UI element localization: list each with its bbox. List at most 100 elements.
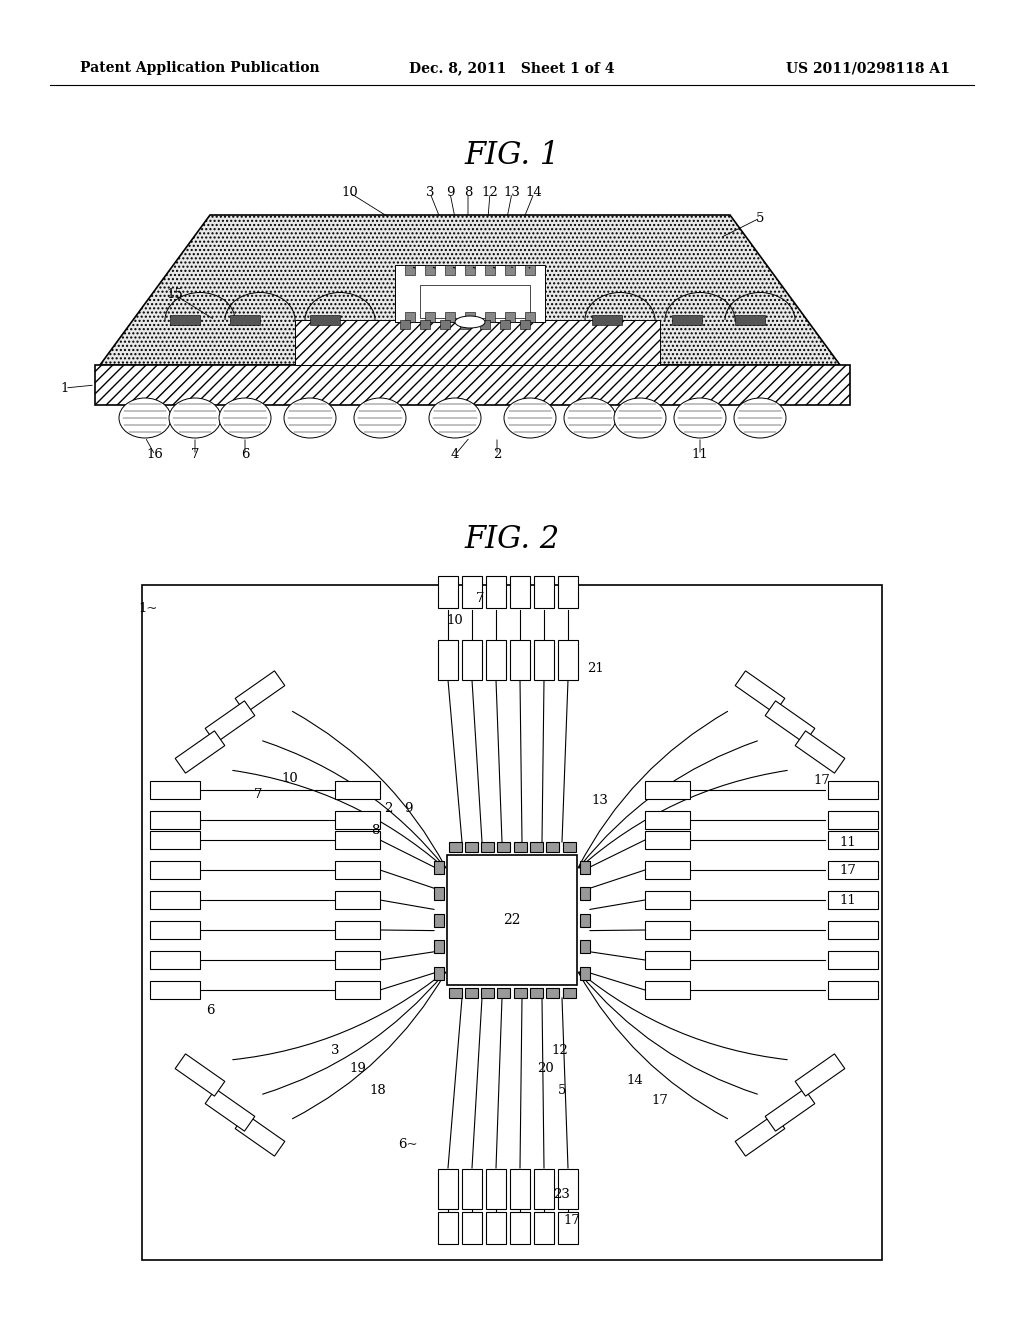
Ellipse shape — [169, 399, 221, 438]
Polygon shape — [735, 315, 765, 325]
Text: 7: 7 — [190, 449, 200, 462]
Text: 10: 10 — [282, 771, 298, 784]
Polygon shape — [438, 576, 458, 609]
Text: 6~: 6~ — [398, 1138, 418, 1151]
Polygon shape — [644, 781, 689, 799]
Text: 8: 8 — [464, 186, 472, 199]
Polygon shape — [465, 842, 478, 851]
Polygon shape — [100, 215, 840, 366]
Text: US 2011/0298118 A1: US 2011/0298118 A1 — [786, 61, 950, 75]
Polygon shape — [485, 312, 495, 322]
Polygon shape — [525, 312, 535, 322]
Ellipse shape — [455, 315, 485, 327]
Polygon shape — [335, 781, 380, 799]
Text: 19: 19 — [349, 1061, 367, 1074]
Polygon shape — [295, 319, 660, 366]
Polygon shape — [796, 731, 845, 774]
Polygon shape — [425, 265, 435, 275]
Polygon shape — [481, 987, 494, 998]
Polygon shape — [395, 265, 545, 322]
Ellipse shape — [564, 399, 616, 438]
Polygon shape — [530, 842, 543, 851]
Polygon shape — [434, 940, 444, 953]
Polygon shape — [510, 640, 530, 680]
Ellipse shape — [614, 399, 666, 438]
Polygon shape — [735, 1114, 784, 1156]
Polygon shape — [765, 1089, 815, 1131]
Polygon shape — [828, 950, 878, 969]
Polygon shape — [438, 1170, 458, 1209]
Polygon shape — [580, 913, 590, 927]
Polygon shape — [828, 861, 878, 879]
Polygon shape — [644, 891, 689, 909]
Polygon shape — [230, 315, 260, 325]
Polygon shape — [150, 810, 200, 829]
Polygon shape — [510, 576, 530, 609]
Text: 3: 3 — [331, 1044, 339, 1056]
Text: 5: 5 — [558, 1084, 566, 1097]
Polygon shape — [525, 265, 535, 275]
Polygon shape — [462, 1212, 482, 1243]
Text: 13: 13 — [592, 793, 608, 807]
Polygon shape — [796, 1053, 845, 1096]
Text: 18: 18 — [370, 1084, 386, 1097]
Text: 17: 17 — [563, 1213, 581, 1226]
Polygon shape — [485, 265, 495, 275]
Polygon shape — [558, 576, 578, 609]
Polygon shape — [310, 315, 340, 325]
Polygon shape — [438, 1212, 458, 1243]
Text: 17: 17 — [840, 863, 856, 876]
Polygon shape — [95, 366, 850, 405]
Polygon shape — [520, 319, 530, 329]
Text: 23: 23 — [554, 1188, 570, 1201]
Text: 2: 2 — [384, 801, 392, 814]
Polygon shape — [558, 1170, 578, 1209]
Polygon shape — [440, 319, 450, 329]
Text: Dec. 8, 2011   Sheet 1 of 4: Dec. 8, 2011 Sheet 1 of 4 — [410, 61, 614, 75]
Polygon shape — [558, 1212, 578, 1243]
Polygon shape — [498, 987, 510, 998]
Polygon shape — [465, 987, 478, 998]
Polygon shape — [828, 781, 878, 799]
Polygon shape — [335, 861, 380, 879]
Polygon shape — [534, 576, 554, 609]
Polygon shape — [434, 861, 444, 874]
Polygon shape — [592, 315, 622, 325]
Polygon shape — [170, 315, 200, 325]
Text: 7: 7 — [254, 788, 262, 801]
Text: 11: 11 — [691, 449, 709, 462]
Polygon shape — [828, 891, 878, 909]
Polygon shape — [465, 265, 475, 275]
Ellipse shape — [734, 399, 786, 438]
Text: 2: 2 — [493, 449, 501, 462]
Text: 16: 16 — [146, 449, 164, 462]
Polygon shape — [486, 1170, 506, 1209]
Text: 20: 20 — [537, 1061, 553, 1074]
Polygon shape — [828, 981, 878, 999]
Polygon shape — [335, 981, 380, 999]
Polygon shape — [150, 891, 200, 909]
Polygon shape — [562, 987, 575, 998]
Text: Patent Application Publication: Patent Application Publication — [80, 61, 319, 75]
Polygon shape — [150, 950, 200, 969]
Polygon shape — [644, 861, 689, 879]
Ellipse shape — [674, 399, 726, 438]
Polygon shape — [546, 842, 559, 851]
Polygon shape — [462, 1170, 482, 1209]
Polygon shape — [644, 950, 689, 969]
Polygon shape — [765, 701, 815, 743]
Text: 17: 17 — [813, 774, 830, 787]
Text: 5: 5 — [756, 211, 764, 224]
Polygon shape — [580, 861, 590, 874]
Polygon shape — [465, 312, 475, 322]
Polygon shape — [486, 640, 506, 680]
Text: 13: 13 — [504, 186, 520, 199]
Polygon shape — [505, 265, 515, 275]
Polygon shape — [514, 987, 526, 998]
Polygon shape — [534, 1212, 554, 1243]
Polygon shape — [142, 585, 882, 1261]
Text: 1: 1 — [60, 381, 70, 395]
Text: 14: 14 — [525, 186, 543, 199]
Polygon shape — [672, 315, 702, 325]
Polygon shape — [828, 810, 878, 829]
